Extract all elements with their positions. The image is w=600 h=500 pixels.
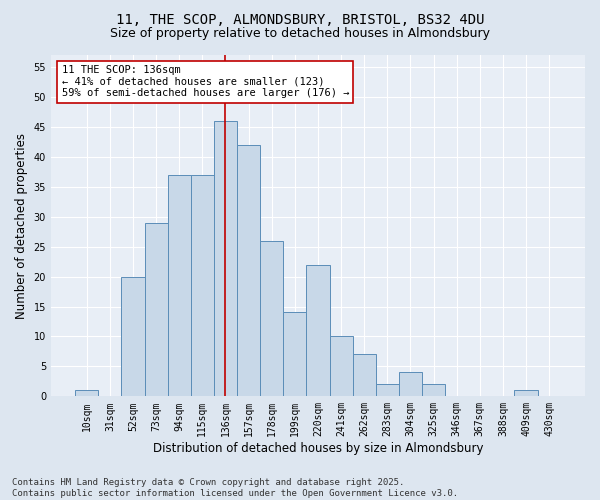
Bar [353, 354, 376, 397]
Bar [121, 276, 145, 396]
Bar [514, 390, 538, 396]
Text: Size of property relative to detached houses in Almondsbury: Size of property relative to detached ho… [110, 28, 490, 40]
Bar [75, 390, 98, 396]
X-axis label: Distribution of detached houses by size in Almondsbury: Distribution of detached houses by size … [153, 442, 483, 455]
Bar [283, 312, 307, 396]
Bar [376, 384, 399, 396]
Text: 11 THE SCOP: 136sqm
← 41% of detached houses are smaller (123)
59% of semi-detac: 11 THE SCOP: 136sqm ← 41% of detached ho… [62, 65, 349, 98]
Text: Contains HM Land Registry data © Crown copyright and database right 2025.
Contai: Contains HM Land Registry data © Crown c… [12, 478, 458, 498]
Bar [399, 372, 422, 396]
Bar [167, 175, 191, 396]
Text: 11, THE SCOP, ALMONDSBURY, BRISTOL, BS32 4DU: 11, THE SCOP, ALMONDSBURY, BRISTOL, BS32… [116, 12, 484, 26]
Bar [329, 336, 353, 396]
Bar [145, 222, 167, 396]
Bar [214, 121, 237, 396]
Bar [237, 145, 260, 397]
Bar [307, 264, 329, 396]
Bar [422, 384, 445, 396]
Y-axis label: Number of detached properties: Number of detached properties [15, 132, 28, 318]
Bar [260, 240, 283, 396]
Bar [191, 175, 214, 396]
